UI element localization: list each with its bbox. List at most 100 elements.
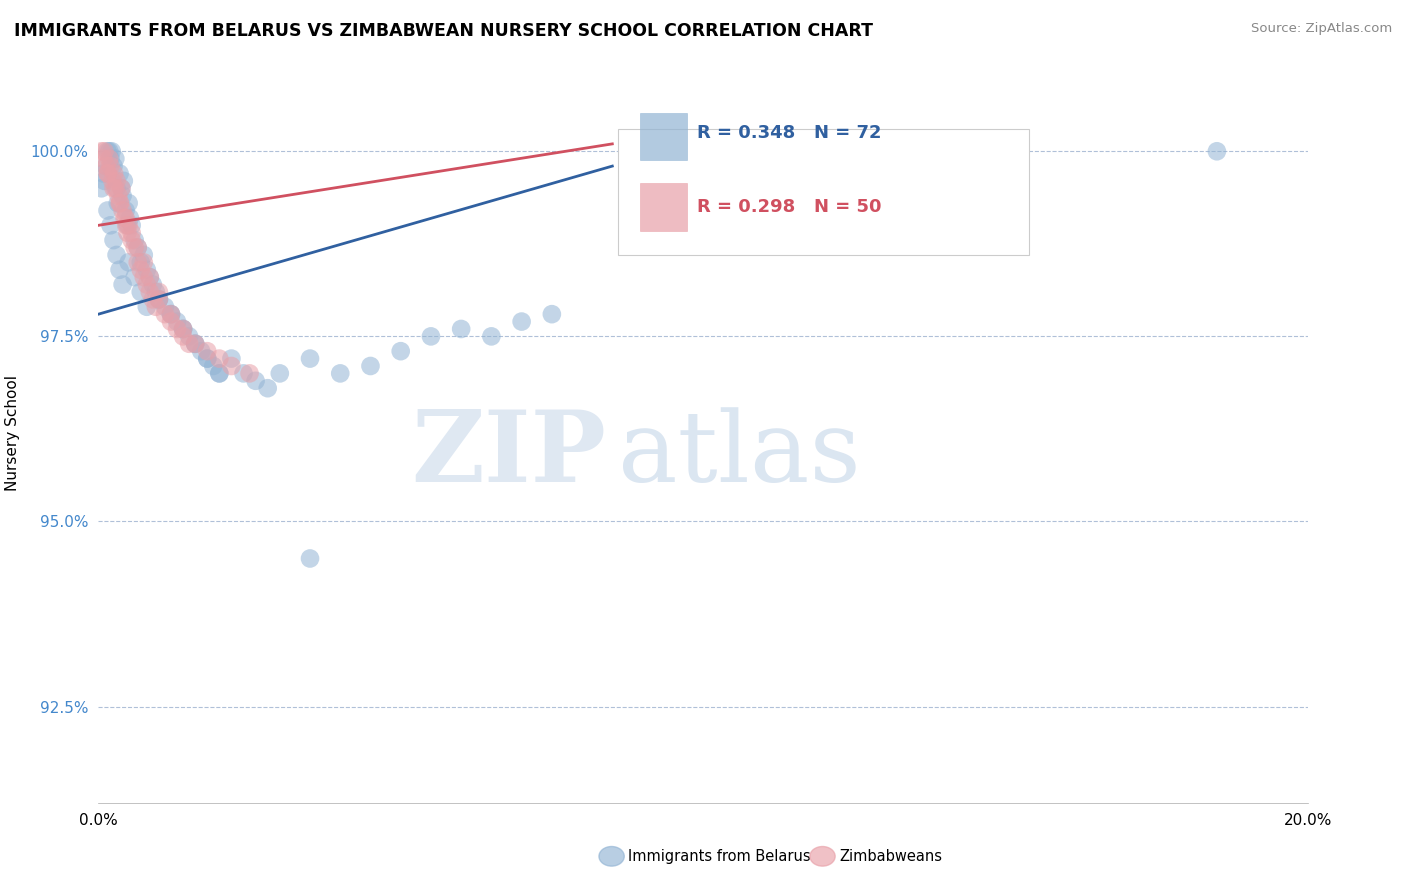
Point — [111, 203, 134, 218]
Point — [103, 167, 125, 181]
Point — [195, 351, 218, 366]
Point — [118, 196, 141, 211]
Point — [148, 285, 170, 299]
Point — [91, 167, 114, 181]
Point — [100, 159, 122, 173]
Point — [195, 344, 218, 359]
Point — [108, 196, 131, 211]
Point — [127, 241, 149, 255]
Point — [114, 203, 136, 218]
Point — [107, 188, 129, 202]
Text: R = 0.298   N = 50: R = 0.298 N = 50 — [697, 198, 882, 216]
Text: R = 0.348   N = 72: R = 0.348 N = 72 — [697, 124, 882, 142]
Point — [145, 285, 167, 299]
Point — [117, 226, 139, 240]
Point — [299, 351, 322, 366]
Point — [114, 211, 136, 225]
Point — [127, 241, 149, 255]
Point — [127, 255, 149, 269]
Point — [269, 367, 291, 381]
Point — [93, 174, 115, 188]
Point — [90, 145, 112, 159]
Point — [90, 181, 112, 195]
Point — [135, 300, 157, 314]
Point — [420, 329, 443, 343]
Point — [96, 145, 118, 159]
Point — [121, 226, 143, 240]
Point — [160, 315, 183, 329]
Point — [166, 322, 188, 336]
Point — [172, 322, 194, 336]
Point — [93, 145, 115, 159]
Point — [101, 174, 124, 188]
Point — [124, 270, 146, 285]
Point — [121, 219, 143, 233]
Point — [105, 181, 128, 195]
Point — [179, 329, 201, 343]
Text: atlas: atlas — [619, 407, 860, 503]
Point — [100, 219, 122, 233]
Point — [195, 351, 218, 366]
Point — [111, 188, 134, 202]
Point — [132, 248, 155, 262]
Point — [160, 307, 183, 321]
Point — [510, 315, 533, 329]
Point — [97, 167, 120, 181]
Point — [179, 336, 201, 351]
Point — [139, 270, 162, 285]
Point — [184, 336, 207, 351]
Point — [100, 152, 122, 166]
Point — [139, 285, 162, 299]
Point — [105, 174, 128, 188]
Point — [239, 367, 262, 381]
Point — [1206, 145, 1229, 159]
Point — [540, 307, 562, 321]
FancyBboxPatch shape — [640, 183, 688, 230]
Point — [108, 167, 131, 181]
Point — [329, 367, 352, 381]
Point — [118, 211, 141, 225]
Y-axis label: Nursery School: Nursery School — [4, 375, 20, 491]
Point — [110, 181, 132, 195]
Point — [124, 233, 146, 247]
Text: ZIP: ZIP — [412, 407, 606, 503]
Point — [172, 329, 194, 343]
Point — [360, 359, 382, 373]
Point — [132, 270, 155, 285]
Point — [160, 307, 183, 321]
Point — [221, 359, 243, 373]
Point — [135, 277, 157, 292]
Point — [121, 233, 143, 247]
Point — [139, 270, 162, 285]
Point — [91, 152, 114, 166]
Point — [299, 551, 322, 566]
Point — [148, 293, 170, 307]
Point — [129, 285, 152, 299]
Point — [184, 336, 207, 351]
Text: IMMIGRANTS FROM BELARUS VS ZIMBABWEAN NURSERY SCHOOL CORRELATION CHART: IMMIGRANTS FROM BELARUS VS ZIMBABWEAN NU… — [14, 22, 873, 40]
Point — [112, 174, 135, 188]
Point — [108, 196, 131, 211]
Point — [153, 300, 176, 314]
Point — [118, 219, 141, 233]
Point — [103, 159, 125, 173]
Point — [148, 293, 170, 307]
Point — [190, 344, 212, 359]
Point — [103, 181, 125, 195]
Point — [221, 351, 243, 366]
Point — [142, 293, 165, 307]
Point — [153, 307, 176, 321]
Point — [105, 248, 128, 262]
Point — [129, 262, 152, 277]
Point — [117, 219, 139, 233]
Point — [96, 167, 118, 181]
Point — [148, 293, 170, 307]
Point — [256, 381, 278, 395]
Point — [96, 203, 118, 218]
Point — [107, 196, 129, 211]
Point — [111, 277, 134, 292]
Point — [172, 322, 194, 336]
Point — [110, 181, 132, 195]
Point — [98, 152, 121, 166]
Point — [142, 277, 165, 292]
